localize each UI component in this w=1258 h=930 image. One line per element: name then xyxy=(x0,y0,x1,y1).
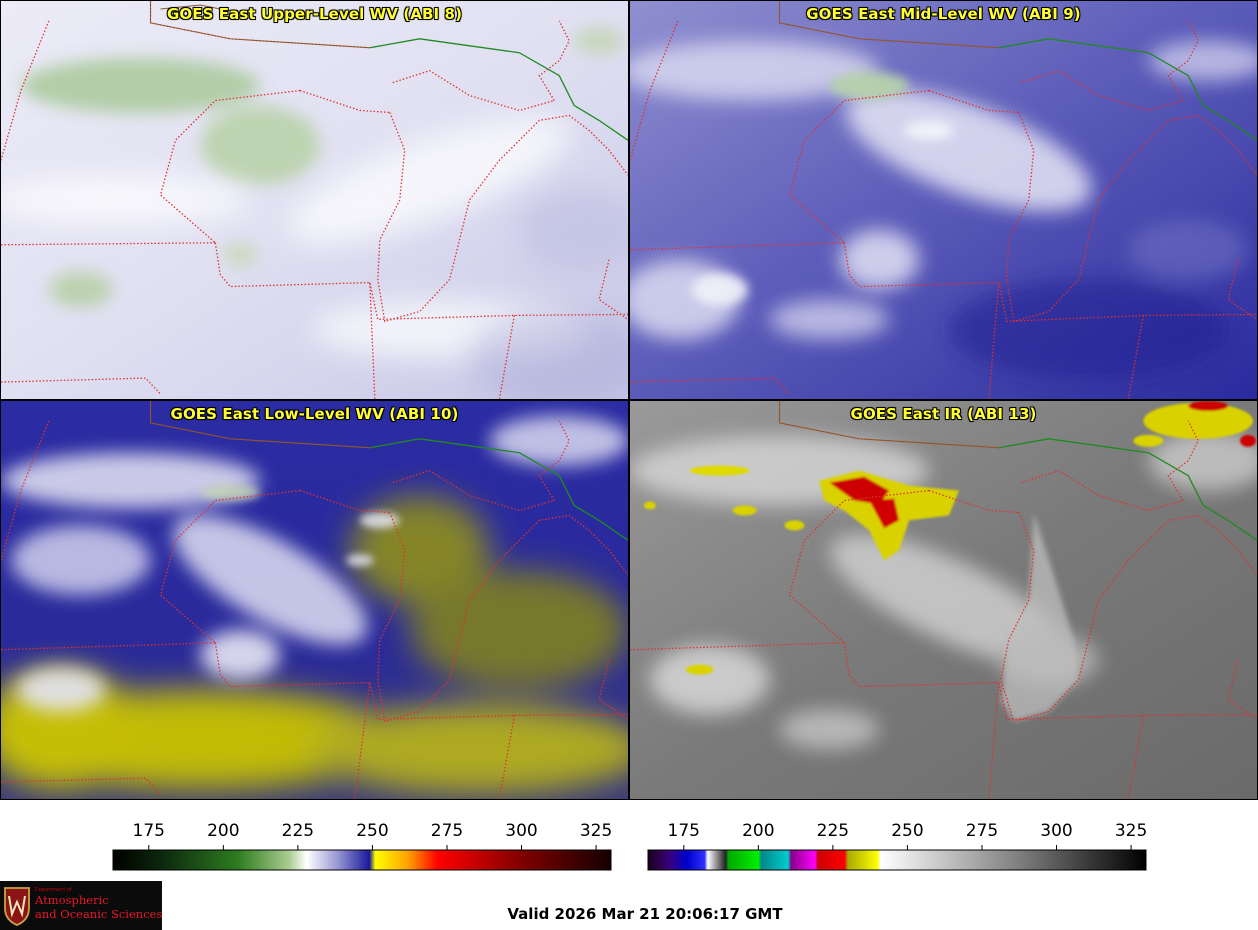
colorbar-ir-tick-label: 175 xyxy=(668,821,700,841)
panel-low-level-wv: GOES East Low-Level WV (ABI 10) xyxy=(0,400,629,800)
low-level-wv-image xyxy=(1,401,628,799)
panel-title-upper-wv: GOES East Upper-Level WV (ABI 8) xyxy=(166,5,463,23)
colorbar-ir: 175 200 225 250 275 300 325 xyxy=(647,812,1147,872)
uw-crest-icon xyxy=(4,887,30,926)
colorbar-wv-tick-label: 250 xyxy=(356,821,388,841)
ir-image xyxy=(630,401,1257,799)
logo-line-1: Atmospheric xyxy=(35,893,109,907)
colorbar-ir-tick-label: 275 xyxy=(966,821,998,841)
colorbar-ir-tick-label: 200 xyxy=(742,821,774,841)
logo-line-2: and Oceanic Sciences xyxy=(35,907,162,921)
colorbar-wv-tick-label: 225 xyxy=(282,821,314,841)
colorbar-ir-tick-label: 250 xyxy=(891,821,923,841)
mid-level-wv-image xyxy=(630,1,1257,399)
colorbar-wv-tick-label: 300 xyxy=(505,821,537,841)
colorbar-wv-tick-label: 200 xyxy=(207,821,239,841)
colorbar-wv-tick-label: 275 xyxy=(431,821,463,841)
panel-title-mid-wv: GOES East Mid-Level WV (ABI 9) xyxy=(806,5,1081,23)
colorbar-ir-strip xyxy=(647,849,1147,871)
panel-title-ir: GOES East IR (ABI 13) xyxy=(850,405,1037,423)
upper-level-wv-image xyxy=(1,1,628,399)
panel-mid-level-wv: GOES East Mid-Level WV (ABI 9) xyxy=(629,0,1258,400)
colorbar-wv-tick-label: 325 xyxy=(580,821,612,841)
colorbar-ir-svg: 175 200 225 250 275 300 325 xyxy=(647,821,1147,871)
uw-aos-logo[interactable]: Department of Atmospheric and Oceanic Sc… xyxy=(0,881,162,930)
colorbar-wv: 175 200 225 250 275 300 325 xyxy=(112,812,612,872)
panel-upper-level-wv: GOES East Upper-Level WV (ABI 8) xyxy=(0,0,629,400)
colorbar-ir-tick-label: 225 xyxy=(817,821,849,841)
valid-time: Valid 2026 Mar 21 20:06:17 GMT xyxy=(507,905,783,923)
panel-title-low-wv: GOES East Low-Level WV (ABI 10) xyxy=(170,405,459,423)
colorbar-wv-strip xyxy=(112,849,612,871)
colorbar-ir-tick-label: 325 xyxy=(1115,821,1147,841)
panel-ir: GOES East IR (ABI 13) xyxy=(629,400,1258,800)
colorbar-ir-tick-label: 300 xyxy=(1040,821,1072,841)
colorbar-wv-svg: 175 200 225 250 275 300 325 xyxy=(112,821,612,871)
logo-dept-text: Department of xyxy=(35,887,72,893)
colorbar-wv-tick-label: 175 xyxy=(133,821,165,841)
